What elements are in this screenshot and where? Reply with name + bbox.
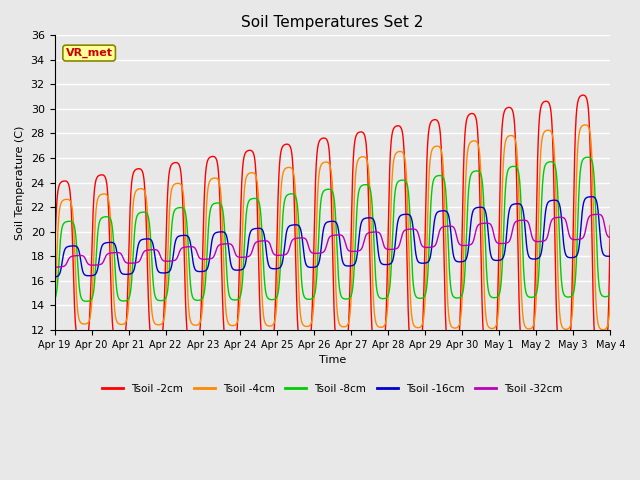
Legend: Tsoil -2cm, Tsoil -4cm, Tsoil -8cm, Tsoil -16cm, Tsoil -32cm: Tsoil -2cm, Tsoil -4cm, Tsoil -8cm, Tsoi… <box>98 380 566 398</box>
Tsoil -4cm <box>287 165 294 170</box>
Tsoil -32cm <box>367 229 375 235</box>
Tsoil -32cm <box>594 211 602 217</box>
Tsoil -4cm <box>367 212 374 218</box>
Tsoil -2cm <box>93 174 101 180</box>
Tsoil -16cm <box>116 268 124 274</box>
Tsoil -4cm <box>298 319 306 325</box>
Tsoil -32cm <box>51 264 58 270</box>
Tsoil -8cm <box>298 284 306 290</box>
Tsoil -32cm <box>94 262 102 268</box>
Tsoil -8cm <box>367 192 375 197</box>
Tsoil -8cm <box>584 154 591 160</box>
Y-axis label: Soil Temperature (C): Soil Temperature (C) <box>15 125 25 240</box>
Tsoil -32cm <box>298 235 306 241</box>
Tsoil -32cm <box>51 264 59 270</box>
Line: Tsoil -4cm: Tsoil -4cm <box>54 125 611 330</box>
Line: Tsoil -8cm: Tsoil -8cm <box>54 157 611 301</box>
Tsoil -8cm <box>116 298 124 303</box>
Tsoil -16cm <box>51 274 58 280</box>
Tsoil -8cm <box>308 296 316 301</box>
Line: Tsoil -16cm: Tsoil -16cm <box>54 197 611 277</box>
Tsoil -32cm <box>308 250 316 256</box>
Tsoil -16cm <box>93 266 101 272</box>
Line: Tsoil -32cm: Tsoil -32cm <box>54 214 611 267</box>
Tsoil -32cm <box>287 241 294 247</box>
Line: Tsoil -2cm: Tsoil -2cm <box>54 95 611 360</box>
Tsoil -2cm <box>367 295 374 301</box>
Tsoil -16cm <box>607 253 614 259</box>
Tsoil -4cm <box>607 296 614 302</box>
Tsoil -4cm <box>93 197 101 203</box>
Tsoil -4cm <box>308 318 316 324</box>
Tsoil -32cm <box>607 235 614 240</box>
Tsoil -8cm <box>287 191 294 197</box>
Tsoil -32cm <box>116 251 124 256</box>
Tsoil -4cm <box>51 303 58 309</box>
Tsoil -2cm <box>607 223 614 228</box>
Tsoil -16cm <box>588 194 596 200</box>
Tsoil -16cm <box>367 215 374 221</box>
Tsoil -16cm <box>298 233 306 239</box>
Tsoil -4cm <box>600 327 607 333</box>
Tsoil -2cm <box>287 144 294 150</box>
Tsoil -4cm <box>116 322 124 327</box>
Tsoil -8cm <box>607 290 614 296</box>
X-axis label: Time: Time <box>319 355 346 365</box>
Tsoil -8cm <box>94 228 102 234</box>
Tsoil -8cm <box>51 297 58 302</box>
Title: Soil Temperatures Set 2: Soil Temperatures Set 2 <box>241 15 424 30</box>
Tsoil -16cm <box>287 223 294 228</box>
Tsoil -2cm <box>597 357 605 363</box>
Tsoil -2cm <box>116 341 124 347</box>
Tsoil -4cm <box>582 122 589 128</box>
Tsoil -2cm <box>308 316 316 322</box>
Tsoil -2cm <box>579 92 587 98</box>
Tsoil -16cm <box>308 264 316 270</box>
Tsoil -2cm <box>298 347 306 352</box>
Tsoil -2cm <box>51 260 58 265</box>
Tsoil -8cm <box>83 299 91 304</box>
Text: VR_met: VR_met <box>66 48 113 58</box>
